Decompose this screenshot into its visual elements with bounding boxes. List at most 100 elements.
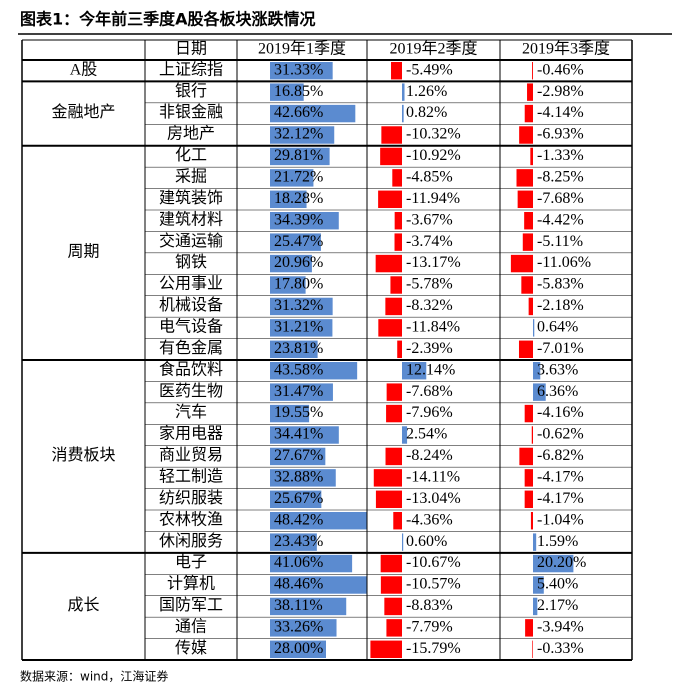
cell-value: 0.82%: [406, 104, 447, 121]
cell-value: -10.57%: [406, 576, 461, 593]
group-name: 成长: [67, 596, 99, 614]
data-bar: [270, 469, 336, 487]
cell-value: 1.59%: [537, 533, 578, 550]
data-bar: [270, 276, 306, 294]
row-name: 公用事业: [159, 275, 223, 293]
data-bar: [270, 190, 307, 208]
data-bar: [524, 490, 533, 508]
data-bar: [270, 597, 347, 616]
row-name: 家用电器: [159, 425, 223, 443]
cell-value: -8.83%: [406, 597, 453, 614]
cell-value: -4.85%: [406, 169, 453, 186]
data-bar: [270, 490, 322, 508]
row-name: 医药生物: [159, 382, 223, 400]
data-bar: [270, 447, 326, 466]
data-bar: [378, 190, 402, 208]
cell-value: -7.68%: [537, 190, 584, 207]
header-col: 2019年3季度: [522, 40, 610, 58]
group-name: A股: [70, 60, 98, 78]
cell-value: 23.81%: [274, 340, 323, 357]
cell-value: 19.55%: [274, 404, 323, 421]
data-bar: [386, 619, 402, 637]
data-bar: [532, 62, 533, 80]
cell-value: -3.74%: [406, 233, 453, 250]
cell-value: 38.11%: [274, 597, 323, 614]
cell-value: -4.36%: [406, 511, 453, 528]
data-bar: [524, 212, 533, 230]
data-bar: [270, 126, 335, 144]
data-bar: [519, 447, 533, 466]
cell-value: 1.26%: [406, 83, 447, 100]
row-name: 建筑材料: [159, 210, 223, 228]
cell-value: 48.42%: [274, 511, 323, 528]
cell-value: 16.85%: [274, 83, 323, 100]
row-name: 电气设备: [159, 318, 223, 336]
data-bar: [270, 147, 330, 166]
row-name: 银行: [175, 82, 207, 100]
data-bar: [527, 83, 533, 101]
cell-value: -7.79%: [406, 619, 453, 636]
data-bar: [375, 490, 402, 508]
data-bar: [516, 169, 533, 187]
cell-value: 21.72%: [274, 169, 323, 186]
data-bar: [533, 554, 574, 573]
cell-value: -14.11%: [406, 469, 460, 486]
row-name: 国防军工: [159, 596, 223, 614]
data-bar: [402, 533, 404, 551]
data-bar: [270, 619, 337, 637]
cell-value: 12.14%: [406, 361, 455, 378]
data-bar: [270, 426, 339, 444]
cell-value: 48.46%: [274, 576, 323, 593]
cell-value: -4.16%: [537, 404, 584, 421]
row-name: 电子: [175, 553, 207, 571]
cell-value: -0.62%: [537, 426, 584, 443]
data-bar: [270, 212, 339, 230]
cell-value: 18.28%: [274, 190, 323, 207]
cell-value: 2.17%: [537, 597, 578, 614]
data-bar: [390, 276, 402, 294]
cell-value: -6.93%: [537, 126, 584, 143]
cell-value: -7.01%: [537, 340, 584, 357]
cell-value: -10.32%: [406, 126, 461, 143]
data-bar: [381, 126, 402, 144]
cell-value: -15.79%: [406, 640, 461, 657]
cell-value: -10.67%: [406, 554, 461, 571]
cell-value: -7.96%: [406, 404, 453, 421]
row-name: 钢铁: [175, 253, 207, 271]
data-bar: [402, 83, 405, 101]
data-bar: [528, 297, 533, 316]
cell-value: -0.46%: [537, 61, 584, 78]
row-name: 房地产: [167, 125, 215, 143]
data-bar: [270, 62, 333, 80]
cell-value: 31.33%: [274, 61, 323, 78]
row-name: 非银金融: [159, 103, 223, 121]
data-bar: [373, 469, 402, 487]
data-bar: [397, 340, 402, 358]
header-col: 2019年2季度: [389, 40, 477, 58]
data-bar: [380, 147, 402, 166]
data-bar: [378, 319, 402, 337]
cell-value: 3.63%: [537, 361, 578, 378]
cell-value: -11.84%: [406, 319, 460, 336]
data-bar: [393, 512, 402, 530]
data-bar: [533, 576, 544, 594]
data-bar: [394, 212, 402, 230]
data-bar: [270, 533, 317, 551]
cell-value: 2.54%: [406, 426, 447, 443]
cell-value: -1.04%: [537, 511, 584, 528]
data-bar: [525, 619, 533, 637]
data-bar: [524, 404, 533, 423]
data-bar: [531, 426, 533, 444]
cell-value: -3.94%: [537, 619, 584, 636]
data-bar: [510, 254, 533, 273]
data-bar: [533, 533, 537, 551]
data-bar: [270, 640, 326, 658]
cell-value: 27.67%: [274, 447, 323, 464]
cell-value: 31.21%: [274, 319, 323, 336]
data-bar: [524, 104, 533, 123]
cell-value: -5.83%: [537, 276, 584, 293]
data-bar: [380, 576, 402, 594]
cell-value: -4.42%: [537, 211, 584, 228]
row-name: 建筑装饰: [159, 189, 223, 207]
cell-value: -7.68%: [406, 383, 453, 400]
